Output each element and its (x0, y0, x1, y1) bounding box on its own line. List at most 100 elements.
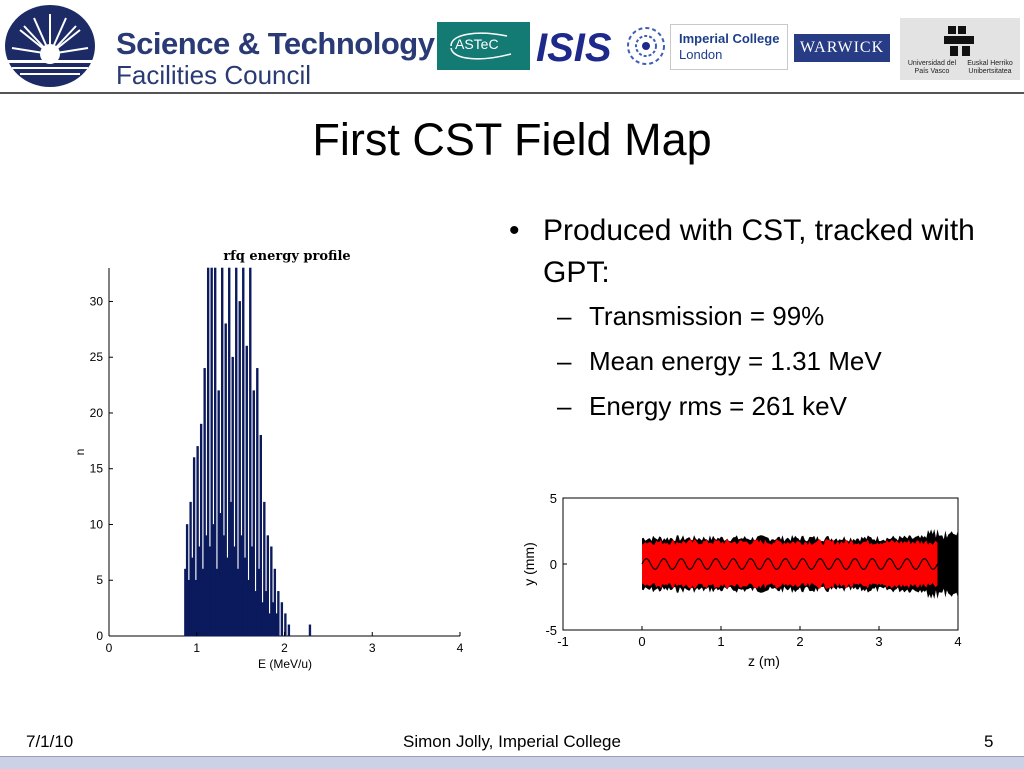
stfc-name-line1: Science & Technology (116, 26, 435, 61)
histogram-bar (284, 613, 287, 637)
histogram-bar (249, 267, 252, 637)
x-tick-label: 1 (193, 641, 200, 655)
x-tick-label: 2 (796, 634, 803, 649)
histogram-bar (206, 267, 210, 637)
histogram-y-label: n (73, 449, 87, 456)
y-tick-label: 30 (90, 294, 104, 308)
trajectory-y-label: y (mm) (521, 542, 537, 586)
histogram-bar (277, 591, 280, 637)
x-tick-label: 4 (954, 634, 961, 649)
histogram-bar (214, 267, 217, 637)
warwick-logo-text: WARWICK (799, 39, 885, 56)
x-tick-label: 1 (717, 634, 724, 649)
histogram-bar (210, 267, 213, 637)
y-tick-label: 20 (90, 406, 104, 420)
upv-emblem-icon (944, 26, 974, 56)
y-tick-label: 10 (90, 517, 104, 531)
x-tick-label: 0 (638, 634, 645, 649)
y-tick-label: 5 (96, 573, 103, 587)
imperial-college-logo: Imperial College London (670, 24, 788, 70)
histogram-ticks: 0 1 2 3 4 0 5 10 15 20 25 30 (90, 294, 464, 655)
histogram-bar (273, 568, 277, 637)
histogram-bar (287, 624, 291, 637)
upv-ehu-logo: Universidad del País Vasco Euskal Herrik… (900, 18, 1020, 80)
y-tick-label: 0 (550, 557, 557, 572)
logo-header: Science & Technology Facilities Council … (0, 0, 1024, 92)
imperial-logo-line1: Imperial College (679, 31, 780, 46)
x-tick-label: 4 (457, 641, 464, 655)
footer-date: 7/1/10 (26, 732, 74, 751)
histogram-bar (280, 602, 284, 637)
bullet-main: • Produced with CST, tracked with GPT: (505, 210, 1005, 294)
footer-bar (0, 756, 1024, 769)
sub-bullet-mean-energy: – Mean energy = 1.31 MeV (505, 339, 1005, 384)
y-tick-label: 0 (96, 629, 103, 643)
bullet-main-text: Produced with CST, tracked with GPT: (543, 214, 975, 289)
histogram-bar (203, 368, 206, 637)
x-tick-label: 0 (106, 641, 113, 655)
isis-logo-text: ISIS (536, 26, 612, 70)
y-tick-label: 15 (90, 462, 104, 476)
beam-trajectory-plot: -1 0 1 2 3 4 -5 0 5 z (m) y (mm) (521, 491, 962, 669)
histogram-bar (308, 624, 312, 637)
histogram-bar (256, 368, 259, 637)
astec-logo: ASTeC (437, 22, 530, 70)
upv-logo-text-left: Universidad del País Vasco (907, 60, 957, 75)
isis-logo: ISIS (536, 22, 666, 72)
y-tick-label: -5 (545, 623, 557, 638)
beam-centroid-line (641, 558, 939, 570)
histogram-title: rfq energy profile (223, 249, 350, 264)
histogram-x-label: E (MeV/u) (258, 657, 312, 671)
histogram-bar (192, 457, 196, 637)
dash-icon: – (557, 301, 572, 331)
footer-page-number: 5 (984, 732, 994, 751)
histogram-bar (242, 267, 245, 637)
isis-atom-icon (627, 27, 665, 65)
imperial-logo-line2: London (679, 47, 723, 62)
x-tick-label: 3 (369, 641, 376, 655)
histogram-bar (252, 390, 255, 637)
y-tick-label: 25 (90, 350, 104, 364)
stfc-logo (5, 5, 95, 87)
bullet-dot-icon: • (509, 214, 520, 247)
dash-icon: – (557, 391, 572, 421)
histogram-bar (263, 501, 266, 637)
trajectory-particles (641, 529, 958, 599)
x-tick-label: 3 (875, 634, 882, 649)
astec-swoosh-icon (450, 32, 512, 60)
y-tick-label: 5 (550, 491, 557, 506)
trajectory-ticks: -1 0 1 2 3 4 -5 0 5 (545, 491, 961, 649)
energy-profile-histogram: rfq energy profile 0 1 2 3 4 0 5 10 15 20 25 30 E (… (73, 249, 464, 671)
sub-bullet-text: Transmission = 99% (589, 301, 825, 331)
x-tick-label: 2 (281, 641, 288, 655)
astec-logo-text: ASTeC (455, 36, 499, 52)
sub-bullet-text: Energy rms = 261 keV (589, 391, 847, 421)
stfc-name-line2: Facilities Council (116, 60, 312, 90)
histogram-bar (228, 267, 231, 637)
x-tick-label: -1 (557, 634, 569, 649)
histogram-bar (235, 267, 238, 637)
footer-author: Simon Jolly, Imperial College (403, 732, 621, 751)
histogram-bar (259, 434, 262, 637)
header-divider (0, 92, 1024, 94)
sub-bullet-text: Mean energy = 1.31 MeV (589, 346, 882, 376)
warwick-logo: WARWICK (794, 34, 890, 62)
bullet-list: • Produced with CST, tracked with GPT: –… (505, 210, 1005, 429)
histogram-bar (266, 535, 270, 637)
histogram-bar (245, 345, 248, 637)
dash-icon: – (557, 346, 572, 376)
upv-logo-text-right: Euskal Herriko Unibertsitatea (967, 60, 1013, 75)
histogram-bar (196, 446, 199, 637)
histogram-bar (238, 301, 241, 637)
slide-footer: 7/1/10 Simon Jolly, Imperial College 5 (0, 728, 1024, 756)
trajectory-x-label: z (m) (748, 653, 780, 669)
histogram-bar (270, 546, 273, 637)
histogram-bar (199, 423, 203, 637)
sub-bullet-energy-rms: – Energy rms = 261 keV (505, 384, 1005, 429)
sub-bullet-transmission: – Transmission = 99% (505, 294, 1005, 339)
histogram-bars (184, 267, 312, 637)
histogram-bar (224, 323, 227, 637)
histogram-bar (231, 356, 234, 637)
histogram-bar (221, 267, 224, 637)
slide-title: First CST Field Map (312, 114, 712, 165)
